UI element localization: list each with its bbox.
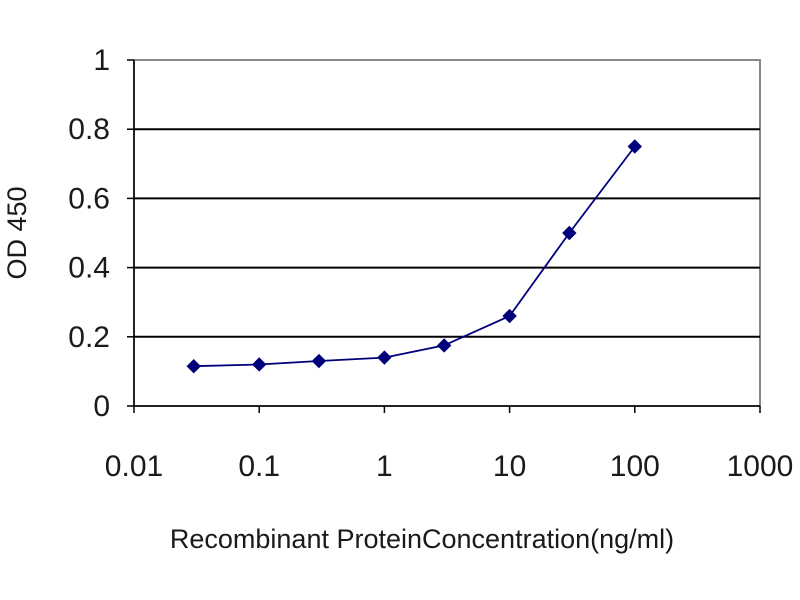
plot-area — [133, 59, 761, 407]
data-point-0-5 — [502, 308, 517, 324]
y-tick-label-4: 0.8 — [68, 113, 110, 146]
data-point-0-4 — [436, 338, 452, 353]
series-line-0 — [193, 145, 636, 368]
x-tick-label-2: 1 — [376, 450, 393, 483]
y-tick-label-2: 0.4 — [68, 252, 110, 285]
y-tick-label-5: 1 — [93, 44, 110, 77]
data-point-0-1 — [251, 357, 267, 372]
x-tick-label-1: 0.1 — [238, 450, 280, 483]
y-tick-label-3: 0.6 — [68, 182, 110, 215]
y-tick-label-0: 0 — [93, 390, 110, 423]
data-point-0-0 — [186, 359, 201, 374]
axes — [127, 59, 761, 413]
x-tick-label-0: 0.01 — [105, 450, 163, 483]
x-tick-label-3: 10 — [493, 450, 526, 483]
gridlines — [134, 128, 760, 338]
data-point-0-7 — [627, 139, 643, 154]
x-tick-label-5: 1000 — [727, 450, 794, 483]
x-axis-title: Recombinant ProteinConcentration(ng/ml) — [170, 524, 674, 554]
x-tick-labels: 0.01 0.1 1 10 100 1000 — [105, 450, 794, 483]
y-tick-labels: 0 0.2 0.4 0.6 0.8 1 — [68, 44, 110, 423]
y-axis-title: OD 450 — [2, 186, 32, 279]
data-point-0-2 — [311, 353, 327, 369]
data-point-0-6 — [562, 225, 577, 241]
series-group — [186, 139, 643, 374]
data-point-0-3 — [377, 350, 392, 365]
y-tick-label-1: 0.2 — [68, 321, 110, 354]
x-tick-label-4: 100 — [610, 450, 660, 483]
